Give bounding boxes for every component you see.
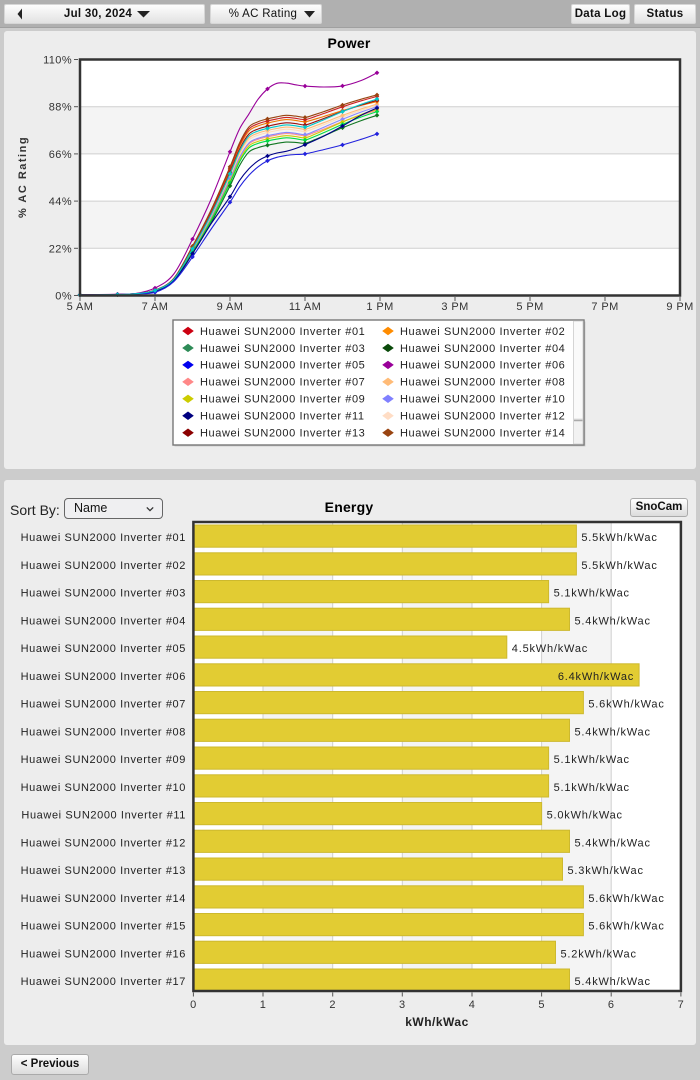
svg-text:6: 6 — [608, 999, 615, 1011]
svg-text:Huawei SUN2000 Inverter #01: Huawei SUN2000 Inverter #01 — [21, 532, 186, 544]
svg-text:1 PM: 1 PM — [366, 301, 393, 313]
svg-text:4: 4 — [469, 999, 476, 1011]
svg-text:6.4kWh/kWac: 6.4kWh/kWac — [558, 671, 634, 683]
svg-text:Huawei SUN2000 Inverter #02: Huawei SUN2000 Inverter #02 — [400, 326, 565, 338]
svg-text:0: 0 — [190, 999, 197, 1011]
svg-text:Huawei SUN2000 Inverter #15: Huawei SUN2000 Inverter #15 — [21, 921, 186, 933]
svg-text:3 PM: 3 PM — [441, 301, 468, 313]
svg-text:Huawei SUN2000 Inverter #04: Huawei SUN2000 Inverter #04 — [400, 343, 565, 355]
svg-text:11 AM: 11 AM — [289, 301, 321, 313]
svg-text:5: 5 — [538, 999, 545, 1011]
svg-text:% AC Rating: % AC Rating — [17, 136, 29, 218]
svg-text:Power: Power — [327, 35, 370, 51]
svg-text:5.5kWh/kWac: 5.5kWh/kWac — [581, 532, 657, 544]
svg-text:Huawei SUN2000 Inverter #05: Huawei SUN2000 Inverter #05 — [21, 643, 186, 655]
svg-text:4.5kWh/kWac: 4.5kWh/kWac — [512, 643, 588, 655]
svg-text:7: 7 — [678, 999, 685, 1011]
svg-text:Huawei SUN2000 Inverter #04: Huawei SUN2000 Inverter #04 — [21, 616, 186, 628]
svg-text:5.4kWh/kWac: 5.4kWh/kWac — [575, 976, 651, 988]
svg-text:Huawei SUN2000 Inverter #02: Huawei SUN2000 Inverter #02 — [21, 560, 186, 572]
svg-text:5.4kWh/kWac: 5.4kWh/kWac — [575, 727, 651, 739]
svg-text:44%: 44% — [49, 196, 72, 208]
svg-text:5.6kWh/kWac: 5.6kWh/kWac — [588, 699, 664, 711]
svg-text:Huawei SUN2000 Inverter #03: Huawei SUN2000 Inverter #03 — [200, 343, 365, 355]
svg-text:3: 3 — [399, 999, 406, 1011]
svg-text:Huawei SUN2000 Inverter #13: Huawei SUN2000 Inverter #13 — [21, 865, 186, 877]
svg-text:Huawei SUN2000 Inverter #14: Huawei SUN2000 Inverter #14 — [400, 428, 565, 440]
svg-text:Huawei SUN2000 Inverter #10: Huawei SUN2000 Inverter #10 — [21, 782, 186, 794]
svg-text:5.4kWh/kWac: 5.4kWh/kWac — [575, 838, 651, 850]
svg-text:Huawei SUN2000 Inverter #10: Huawei SUN2000 Inverter #10 — [400, 394, 565, 406]
svg-text:Huawei SUN2000 Inverter #14: Huawei SUN2000 Inverter #14 — [21, 893, 186, 905]
svg-text:Huawei SUN2000 Inverter #06: Huawei SUN2000 Inverter #06 — [400, 360, 565, 372]
svg-text:5.1kWh/kWac: 5.1kWh/kWac — [554, 782, 630, 794]
svg-text:Huawei SUN2000 Inverter #06: Huawei SUN2000 Inverter #06 — [21, 671, 186, 683]
svg-text:5.2kWh/kWac: 5.2kWh/kWac — [561, 949, 637, 961]
svg-text:Huawei SUN2000 Inverter #09: Huawei SUN2000 Inverter #09 — [21, 754, 186, 766]
svg-text:Huawei SUN2000 Inverter #17: Huawei SUN2000 Inverter #17 — [21, 976, 186, 988]
svg-text:Huawei SUN2000 Inverter #08: Huawei SUN2000 Inverter #08 — [400, 377, 565, 389]
svg-text:Huawei SUN2000 Inverter #13: Huawei SUN2000 Inverter #13 — [200, 428, 365, 440]
svg-text:5.0kWh/kWac: 5.0kWh/kWac — [547, 810, 623, 822]
svg-text:Huawei SUN2000 Inverter #03: Huawei SUN2000 Inverter #03 — [21, 588, 186, 600]
svg-text:Huawei SUN2000 Inverter #07: Huawei SUN2000 Inverter #07 — [200, 377, 365, 389]
svg-text:kWh/kWac: kWh/kWac — [405, 1015, 469, 1029]
svg-text:66%: 66% — [49, 149, 72, 161]
svg-text:Huawei SUN2000 Inverter #11: Huawei SUN2000 Inverter #11 — [21, 810, 186, 822]
svg-text:Huawei SUN2000 Inverter #16: Huawei SUN2000 Inverter #16 — [21, 949, 186, 961]
svg-text:5.6kWh/kWac: 5.6kWh/kWac — [588, 893, 664, 905]
svg-text:22%: 22% — [49, 243, 72, 255]
svg-text:Huawei SUN2000 Inverter #09: Huawei SUN2000 Inverter #09 — [200, 394, 365, 406]
svg-text:Energy: Energy — [325, 499, 374, 515]
svg-text:5 AM: 5 AM — [67, 301, 94, 313]
svg-text:5.3kWh/kWac: 5.3kWh/kWac — [568, 865, 644, 877]
svg-text:5.1kWh/kWac: 5.1kWh/kWac — [554, 754, 630, 766]
svg-text:Huawei SUN2000 Inverter #11: Huawei SUN2000 Inverter #11 — [200, 411, 365, 423]
svg-text:9 AM: 9 AM — [217, 301, 244, 313]
svg-text:0%: 0% — [55, 291, 72, 303]
svg-text:5.5kWh/kWac: 5.5kWh/kWac — [581, 560, 657, 572]
svg-text:5.6kWh/kWac: 5.6kWh/kWac — [588, 921, 664, 933]
svg-text:Huawei SUN2000 Inverter #01: Huawei SUN2000 Inverter #01 — [200, 326, 365, 338]
svg-text:5.4kWh/kWac: 5.4kWh/kWac — [575, 616, 651, 628]
svg-text:Huawei SUN2000 Inverter #12: Huawei SUN2000 Inverter #12 — [400, 411, 565, 423]
svg-text:2: 2 — [329, 999, 336, 1011]
svg-text:5.1kWh/kWac: 5.1kWh/kWac — [554, 588, 630, 600]
svg-text:Huawei SUN2000 Inverter #05: Huawei SUN2000 Inverter #05 — [200, 360, 365, 372]
svg-text:7 AM: 7 AM — [142, 301, 169, 313]
svg-text:88%: 88% — [49, 102, 72, 114]
svg-text:Huawei SUN2000 Inverter #08: Huawei SUN2000 Inverter #08 — [21, 727, 186, 739]
svg-text:1: 1 — [260, 999, 267, 1011]
svg-text:7 PM: 7 PM — [591, 301, 618, 313]
svg-text:5 PM: 5 PM — [516, 301, 543, 313]
svg-text:Huawei SUN2000 Inverter #12: Huawei SUN2000 Inverter #12 — [21, 838, 186, 850]
svg-text:Huawei SUN2000 Inverter #07: Huawei SUN2000 Inverter #07 — [21, 699, 186, 711]
svg-text:110%: 110% — [43, 55, 72, 67]
svg-text:9 PM: 9 PM — [666, 301, 693, 313]
